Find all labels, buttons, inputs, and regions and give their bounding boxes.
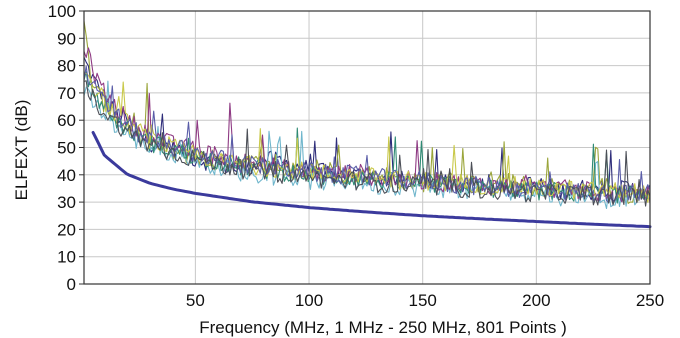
y-tick-label: 40 [57,166,76,185]
series-lines [83,20,651,210]
x-tick-labels: 50 100 150 200 250 [186,291,664,310]
y-tick-label: 0 [67,275,76,294]
y-axis-title: ELFEXT (dB) [12,100,31,201]
x-tick-label: 150 [409,291,437,310]
y-tick-label: 30 [57,193,76,212]
series-line-7 [83,65,651,204]
x-tick-label: 50 [186,291,205,310]
y-tick-label: 60 [57,111,76,130]
x-tick-label: 250 [636,291,664,310]
y-tick-label: 70 [57,84,76,103]
y-tick-labels: 0 10 20 30 40 50 60 70 80 90 100 [48,2,84,294]
x-tick-label: 100 [295,291,323,310]
y-tick-label: 80 [57,57,76,76]
series-line-8 [83,80,651,207]
y-tick-label: 20 [57,220,76,239]
series-line-2 [83,20,651,204]
x-tick-label: 200 [522,291,550,310]
y-tick-label: 100 [48,2,76,21]
y-tick-label: 10 [57,248,76,267]
x-axis-title: Frequency (MHz, 1 MHz - 250 MHz, 801 Poi… [199,318,567,337]
limit-line [91,131,652,229]
y-tick-label: 90 [57,29,76,48]
limit-line-layer [91,131,652,229]
y-tick-label: 50 [57,139,76,158]
